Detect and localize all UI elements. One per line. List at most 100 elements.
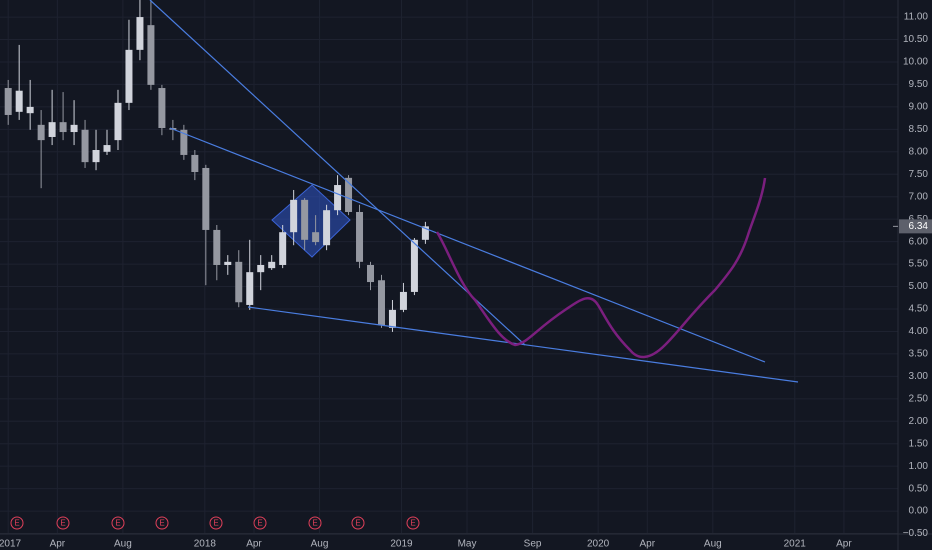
candle-body bbox=[224, 261, 232, 265]
candle-body bbox=[334, 185, 342, 211]
candle-body bbox=[191, 154, 199, 173]
trendline bbox=[247, 306, 799, 383]
last-price-box bbox=[899, 219, 932, 234]
event-marker bbox=[10, 516, 24, 530]
candle-body bbox=[92, 150, 100, 163]
y-tick-label: 4.00 bbox=[909, 326, 929, 337]
candle-body bbox=[367, 264, 375, 283]
y-tick-label: 2.00 bbox=[909, 416, 929, 427]
trendline bbox=[149, 0, 526, 346]
event-label: E bbox=[355, 519, 360, 528]
candle-body bbox=[388, 309, 396, 328]
event-label: E bbox=[312, 519, 317, 528]
x-tick-label: Aug bbox=[311, 539, 329, 550]
x-tick-label: Aug bbox=[114, 539, 132, 550]
x-tick-label: Aug bbox=[704, 539, 722, 550]
candle-body bbox=[114, 102, 122, 141]
y-tick-label: 5.50 bbox=[909, 259, 929, 270]
y-tick-label: 9.50 bbox=[909, 79, 929, 90]
candle-body bbox=[290, 199, 298, 233]
event-marker bbox=[209, 516, 223, 530]
candle-body bbox=[257, 264, 265, 273]
candle-body bbox=[312, 232, 320, 243]
axes: −0.50 0.00 0.50 1.00 1.50 2.00 2.50 3.00 3.50 4.0… bbox=[0, 12, 932, 550]
event-marker bbox=[56, 516, 70, 530]
event-label: E bbox=[257, 519, 262, 528]
event-marker bbox=[308, 516, 322, 530]
y-tick-label: 1.00 bbox=[909, 461, 929, 472]
x-tick-label: 2019 bbox=[390, 539, 413, 550]
y-tick-label: 6.00 bbox=[909, 236, 929, 247]
candle-body bbox=[158, 88, 166, 128]
candle-body bbox=[301, 199, 309, 240]
x-tick-label: 2017 bbox=[0, 539, 22, 550]
y-tick-label: 2.50 bbox=[909, 393, 929, 404]
event-label: E bbox=[213, 519, 218, 528]
y-tick-label: 3.00 bbox=[909, 371, 929, 382]
y-tick-label: 8.50 bbox=[909, 124, 929, 135]
event-label: E bbox=[60, 519, 65, 528]
candle-body bbox=[213, 229, 221, 265]
candle-body bbox=[356, 211, 364, 262]
y-tick-label: 11.00 bbox=[904, 12, 929, 23]
candle-body bbox=[421, 226, 429, 240]
candle-body bbox=[268, 261, 276, 269]
y-tick-label: 0.50 bbox=[909, 483, 929, 494]
candle-body bbox=[202, 167, 210, 230]
candles bbox=[4, 0, 429, 332]
event-label: E bbox=[159, 519, 164, 528]
event-label: E bbox=[410, 519, 415, 528]
y-tick-label: 0.00 bbox=[909, 506, 929, 517]
candle-body bbox=[180, 129, 188, 155]
candle-body bbox=[15, 90, 23, 112]
candle-body bbox=[377, 280, 385, 326]
candle-body bbox=[48, 122, 56, 137]
candle-body bbox=[323, 210, 331, 246]
event-marker bbox=[253, 516, 267, 530]
candle-body bbox=[26, 106, 34, 114]
y-tick-label: 4.50 bbox=[909, 304, 929, 315]
candle-body bbox=[147, 25, 155, 85]
y-tick-label: 7.50 bbox=[909, 169, 929, 180]
candle-body bbox=[37, 124, 45, 141]
y-tick-label: 8.00 bbox=[909, 146, 929, 157]
event-label: E bbox=[14, 519, 19, 528]
event-marker bbox=[111, 516, 125, 530]
x-tick-label: Apr bbox=[836, 539, 852, 550]
y-tick-label: 3.50 bbox=[909, 349, 929, 360]
y-tick-label: 10.00 bbox=[903, 57, 928, 68]
y-tick-label: 6.50 bbox=[909, 214, 929, 225]
x-tick-label: May bbox=[458, 539, 477, 550]
x-tick-label: Sep bbox=[524, 539, 542, 550]
event-marker bbox=[351, 516, 365, 530]
y-tick-label: 1.50 bbox=[909, 438, 929, 449]
candle-body bbox=[246, 272, 254, 305]
trendlines bbox=[149, 0, 799, 383]
candle-body bbox=[70, 124, 78, 133]
candle-body bbox=[345, 177, 353, 212]
x-tick-label: Apr bbox=[246, 539, 262, 550]
last-price-label: 6.34 bbox=[909, 221, 929, 232]
x-tick-label: 2021 bbox=[784, 539, 807, 550]
y-tick-label: 10.50 bbox=[903, 34, 928, 45]
candle-body bbox=[399, 291, 407, 310]
candle-body bbox=[279, 232, 287, 265]
candle-body bbox=[136, 17, 144, 50]
candle-body bbox=[4, 88, 12, 115]
candle-body bbox=[410, 239, 418, 292]
x-tick-label: 2018 bbox=[194, 539, 217, 550]
event-marker bbox=[406, 516, 420, 530]
y-tick-label: 5.00 bbox=[909, 281, 929, 292]
projection-curve bbox=[435, 177, 767, 359]
candle-body bbox=[103, 145, 111, 152]
y-tick-label: −0.50 bbox=[903, 528, 929, 539]
grid bbox=[0, 0, 898, 535]
x-tick-label: Apr bbox=[50, 539, 66, 550]
y-tick-label: 7.00 bbox=[909, 191, 929, 202]
event-label: E bbox=[115, 519, 120, 528]
candle-body bbox=[125, 49, 133, 103]
trendline bbox=[169, 127, 766, 363]
candle-body bbox=[81, 129, 89, 163]
